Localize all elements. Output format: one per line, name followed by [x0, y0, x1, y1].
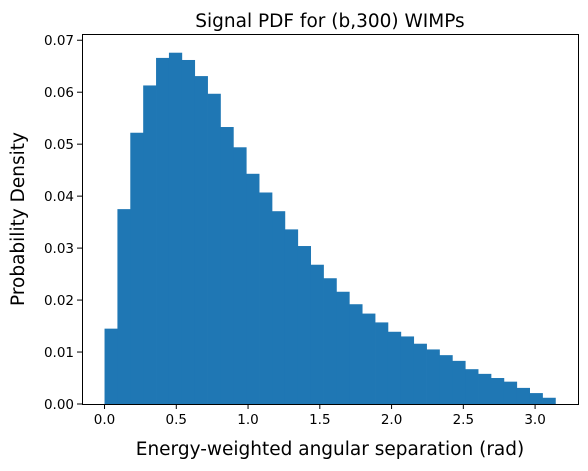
- histogram-bar: [465, 369, 479, 404]
- histogram-bar: [168, 52, 183, 405]
- histogram-bar: [413, 343, 427, 404]
- x-tick-label: 0.5: [166, 412, 187, 428]
- histogram-bar: [104, 328, 118, 404]
- histogram-bar: [529, 393, 543, 404]
- histogram-bar: [542, 397, 556, 404]
- histogram-bars: [104, 52, 556, 405]
- histogram-bar: [233, 147, 247, 405]
- histogram-bar: [349, 304, 363, 404]
- histogram-bar: [439, 355, 453, 404]
- histogram-bar: [284, 229, 299, 404]
- y-tick-label: 0.02: [44, 293, 74, 309]
- y-tick-label: 0.06: [44, 85, 74, 101]
- axes-frame: [82, 34, 579, 405]
- histogram-bar: [490, 378, 505, 404]
- histogram-bar: [375, 322, 389, 404]
- x-tick-label: 0.0: [94, 412, 115, 428]
- x-axis-ticks: 0.0 0.5 1.0 1.5 2.0 2.5 3.0: [94, 404, 546, 428]
- histogram-bar: [194, 76, 208, 404]
- histogram-bar: [478, 373, 492, 404]
- histogram-bar: [426, 349, 440, 404]
- y-tick-label: 0.03: [44, 241, 74, 257]
- histogram-bar: [117, 209, 131, 404]
- y-axis-label: Probability Density: [8, 132, 29, 306]
- histogram-bar: [323, 278, 337, 404]
- x-axis-label: Energy-weighted angular separation (rad): [136, 439, 524, 460]
- histogram-bar: [272, 211, 286, 404]
- histogram-bar: [387, 331, 402, 404]
- x-tick-label: 2.0: [381, 412, 402, 428]
- histogram-bar: [220, 127, 234, 405]
- histogram-bar: [156, 57, 170, 405]
- histogram-bar: [362, 313, 376, 404]
- histogram-bar: [207, 93, 221, 405]
- y-tick-label: 0.01: [44, 345, 74, 361]
- histogram-bar: [452, 360, 466, 404]
- y-axis-ticks: 0.00 0.01 0.02 0.03 0.04 0.05 0.06 0.07: [44, 33, 82, 413]
- histogram-bar: [503, 381, 518, 404]
- histogram-bar: [259, 192, 273, 404]
- x-tick-label: 3.0: [524, 412, 545, 428]
- y-tick-label: 0.04: [44, 189, 74, 205]
- histogram-bar: [181, 59, 196, 404]
- x-tick-label: 1.5: [309, 412, 330, 428]
- histogram-bar: [130, 132, 144, 404]
- y-tick-label: 0.07: [44, 33, 74, 49]
- histogram-bar: [297, 246, 312, 404]
- histogram-bar: [143, 85, 157, 405]
- y-tick-label: 0.05: [44, 137, 74, 153]
- histogram-bar: [310, 264, 324, 404]
- histogram-bar: [516, 387, 530, 404]
- histogram-bar: [246, 173, 260, 404]
- x-tick-label: 2.5: [453, 412, 474, 428]
- histogram-bar: [400, 336, 415, 404]
- histogram-bar: [336, 291, 350, 404]
- chart-title: Signal PDF for (b,300) WIMPs: [195, 11, 464, 32]
- y-tick-label: 0.00: [44, 397, 74, 413]
- x-tick-label: 1.0: [237, 412, 258, 428]
